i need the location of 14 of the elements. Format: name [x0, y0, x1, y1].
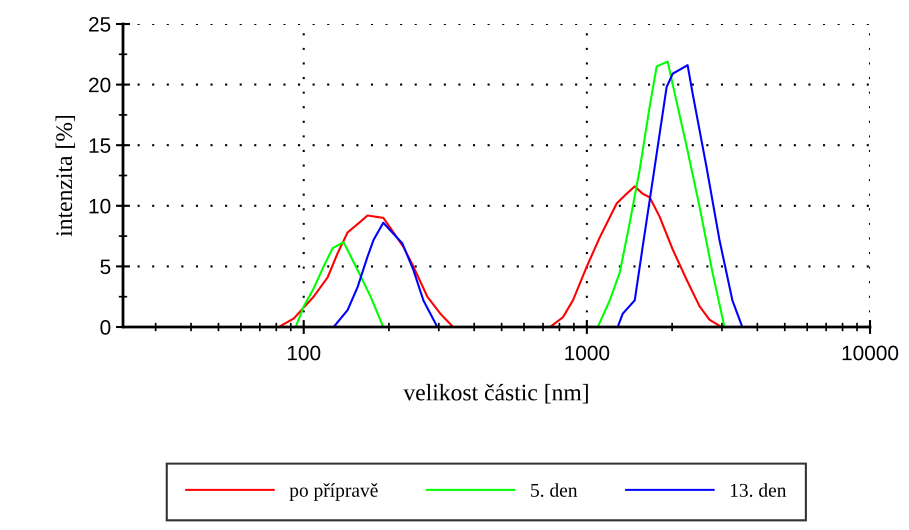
x-tick-label: 10000	[842, 346, 898, 360]
y-tick-label: 10	[90, 198, 110, 214]
y-tick-label: 0	[100, 320, 110, 335]
legend-label: 13. den	[730, 483, 786, 497]
x-axis-title: velikost částic [nm]	[403, 384, 588, 404]
legend-label: 5. den	[531, 483, 578, 497]
y-axis-title: intenzita [%]	[56, 116, 76, 236]
y-tick-label: 5	[100, 260, 110, 274]
x-tick-label: 1000	[565, 346, 610, 360]
y-tick-label: 25	[89, 17, 110, 32]
x-tick-label: 100	[288, 346, 320, 360]
legend-label: po přípravě	[290, 483, 378, 501]
y-tick-label: 15	[90, 138, 110, 153]
y-tick-label: 20	[89, 78, 110, 92]
